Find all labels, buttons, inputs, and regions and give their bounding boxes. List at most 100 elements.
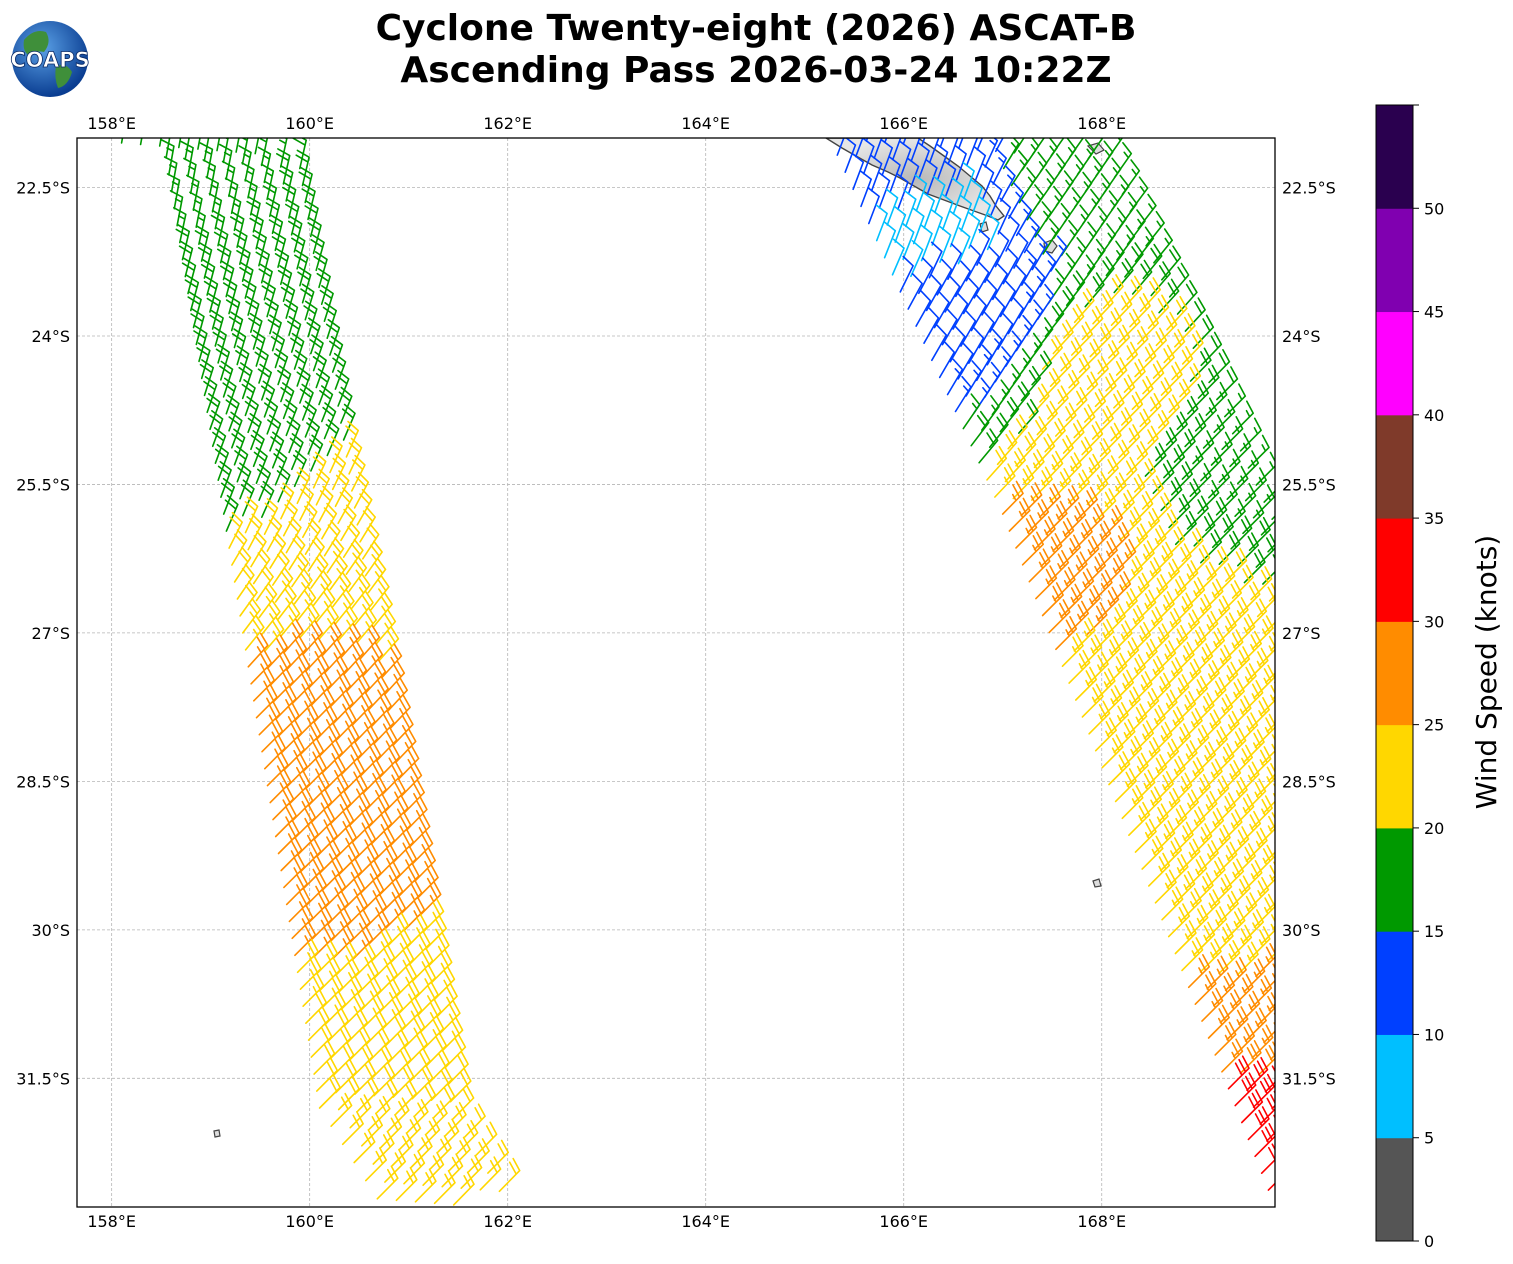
- wind-barb: [1261, 734, 1275, 765]
- wind-barb: [1179, 887, 1202, 922]
- wind-barb: [954, 375, 972, 413]
- wind-barb: [1172, 641, 1195, 676]
- wind-barb: [250, 650, 273, 685]
- wind-barb: [332, 352, 347, 390]
- wind-barb: [222, 277, 238, 315]
- chart-title-line1: Cyclone Twenty-eight (2026) ASCAT-B: [376, 8, 1137, 49]
- wind-barb: [1213, 398, 1236, 433]
- wind-barb: [1131, 720, 1154, 755]
- wind-barb: [1211, 923, 1234, 958]
- wind-barb: [1082, 503, 1105, 538]
- wind-barb: [405, 796, 428, 831]
- wind-barb: [1126, 523, 1149, 558]
- wind-barb: [1135, 638, 1158, 673]
- wind-barb: [970, 294, 987, 332]
- wind-barb: [274, 803, 297, 838]
- wind-barb: [299, 721, 322, 756]
- wind-barb: [266, 634, 288, 670]
- wind-barb: [301, 183, 316, 221]
- wind-barb: [310, 789, 333, 824]
- wind-barb: [1236, 712, 1259, 747]
- wind-barb: [1222, 678, 1245, 713]
- wind-barb: [178, 240, 194, 278]
- wind-barb: [332, 925, 355, 960]
- wind-barb: [411, 830, 434, 865]
- wind-barb: [321, 739, 344, 774]
- wind-barb: [307, 772, 330, 807]
- wind-barb: [270, 331, 285, 369]
- wind-barb: [1183, 577, 1206, 612]
- wind-barb: [1260, 910, 1275, 945]
- wind-barb: [1165, 624, 1188, 659]
- wind-barb: [244, 396, 259, 434]
- wind-barb: [233, 546, 252, 583]
- colorbar-tick-label: 50: [1424, 199, 1444, 218]
- wind-barb: [1141, 835, 1164, 870]
- wind-barb: [970, 410, 990, 447]
- wind-barb: [285, 636, 308, 671]
- wind-barb: [1018, 167, 1037, 204]
- wind-barb: [403, 897, 426, 932]
- wind-barb: [906, 157, 920, 195]
- colorbar-label: Wind Speed (knots): [1470, 535, 1503, 809]
- wind-barb: [1052, 319, 1074, 355]
- wind-barb: [1105, 357, 1128, 392]
- wind-barb: [1015, 431, 1037, 467]
- wind-barb: [1120, 735, 1143, 770]
- wind-barb: [354, 943, 377, 978]
- wind-barb: [265, 197, 281, 235]
- wind-barb: [400, 997, 423, 1032]
- wind-barb: [397, 980, 420, 1015]
- wind-barb: [305, 872, 328, 907]
- wind-barb: [312, 570, 332, 606]
- wind-barb: [367, 911, 390, 946]
- wind-barb: [923, 307, 940, 344]
- wind-barb: [206, 393, 221, 431]
- wind-barb: [395, 846, 417, 881]
- wind-barb: [392, 946, 415, 981]
- wind-barb: [1247, 434, 1270, 469]
- y-tick-label-right: 27°S: [1282, 624, 1321, 643]
- wind-barb: [1107, 439, 1130, 474]
- wind-barb: [1241, 1089, 1264, 1124]
- wind-barb: [373, 710, 395, 745]
- wind-barb: [938, 341, 956, 379]
- wind-barb: [1128, 408, 1151, 443]
- wind-barb: [1160, 361, 1183, 396]
- wind-barb: [294, 804, 317, 839]
- colorbar-bin: [1376, 311, 1413, 416]
- wind-barb: [1086, 651, 1109, 686]
- wind-barb: [282, 181, 297, 219]
- wind-barb: [261, 280, 276, 318]
- wind-barb: [1114, 768, 1137, 803]
- wind-barb: [1095, 256, 1115, 292]
- wind-barb: [1258, 1041, 1275, 1076]
- wind-barb: [892, 138, 902, 161]
- wind-barb: [1005, 214, 1020, 252]
- wind-barb: [1126, 752, 1149, 787]
- wind-barb: [1015, 199, 1032, 237]
- wind-barb: [411, 948, 434, 983]
- wind-barb: [1249, 746, 1272, 781]
- wind-barb: [436, 983, 458, 1018]
- wind-barb: [209, 410, 224, 448]
- wind-barb: [373, 827, 396, 862]
- wind-barb: [1040, 533, 1063, 568]
- wind-barb: [986, 213, 1000, 251]
- y-tick-label-left: 28.5°S: [16, 772, 70, 791]
- wind-barb: [1078, 338, 1101, 373]
- wind-barb: [1138, 737, 1161, 772]
- wind-barb: [389, 694, 411, 730]
- wind-barb: [1026, 184, 1045, 221]
- wind-barb: [1033, 433, 1056, 469]
- x-tick-label-top: 168°E: [1077, 114, 1126, 133]
- wind-barb: [296, 938, 319, 974]
- y-tick-label-right: 28.5°S: [1282, 772, 1336, 791]
- continent-shape: [55, 64, 72, 88]
- wind-barb: [296, 366, 311, 404]
- wind-barb: [1129, 621, 1152, 656]
- wind-barb: [356, 960, 379, 995]
- wind-barb: [287, 315, 302, 353]
- wind-barb: [885, 188, 899, 226]
